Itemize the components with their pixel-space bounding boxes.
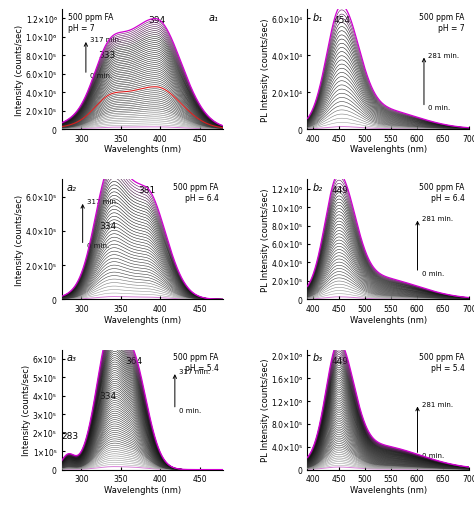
Y-axis label: Intensity (counts/sec): Intensity (counts/sec) [15, 24, 24, 116]
Y-axis label: PL Intensity (counts/sec): PL Intensity (counts/sec) [261, 358, 270, 462]
Text: 317 min.: 317 min. [90, 37, 121, 43]
Text: 454: 454 [334, 16, 351, 25]
Text: 500 ppm FA
pH = 6.4: 500 ppm FA pH = 6.4 [173, 182, 219, 203]
Text: 283: 283 [61, 431, 78, 440]
Text: 364: 364 [125, 356, 142, 365]
Text: 333: 333 [99, 52, 116, 61]
Text: 381: 381 [138, 186, 155, 195]
Text: 500 ppm FA
pH = 7: 500 ppm FA pH = 7 [419, 13, 465, 32]
Y-axis label: Intensity (counts/sec): Intensity (counts/sec) [15, 194, 24, 285]
Text: b₃: b₃ [312, 352, 322, 363]
Text: a₃: a₃ [66, 352, 76, 363]
Text: a₁: a₁ [209, 13, 219, 23]
Text: 500 ppm FA
pH = 6.4: 500 ppm FA pH = 6.4 [419, 182, 465, 203]
Text: 281 min.: 281 min. [428, 53, 459, 59]
Text: 0 min.: 0 min. [421, 452, 444, 458]
Text: b₂: b₂ [312, 182, 322, 192]
Text: 500 ppm FA
pH = 7: 500 ppm FA pH = 7 [68, 13, 113, 32]
Text: 394: 394 [148, 16, 166, 25]
Text: 334: 334 [100, 391, 117, 400]
Text: 317 min.: 317 min. [179, 369, 210, 375]
X-axis label: Wavelenghts (nm): Wavelenghts (nm) [350, 485, 427, 494]
X-axis label: Wavelenghts (nm): Wavelenghts (nm) [350, 315, 427, 324]
Y-axis label: Intensity (counts/sec): Intensity (counts/sec) [22, 364, 31, 456]
Text: 449: 449 [331, 356, 348, 365]
X-axis label: Wavelenghts (nm): Wavelenghts (nm) [104, 145, 181, 154]
Text: a₂: a₂ [66, 182, 76, 192]
Text: b₁: b₁ [312, 13, 322, 23]
Text: 0 min.: 0 min. [87, 243, 109, 249]
Y-axis label: PL Intensity (counts/sec): PL Intensity (counts/sec) [261, 18, 270, 122]
Text: 0 min.: 0 min. [428, 105, 450, 111]
Y-axis label: PL Intensity (counts/sec): PL Intensity (counts/sec) [261, 188, 270, 291]
Text: 317 min.: 317 min. [87, 198, 118, 205]
Text: 500 ppm FA
pH = 5.4: 500 ppm FA pH = 5.4 [419, 352, 465, 372]
Text: 449: 449 [331, 186, 348, 195]
Text: 0 min.: 0 min. [179, 407, 201, 413]
X-axis label: Wavelenghts (nm): Wavelenghts (nm) [350, 145, 427, 154]
X-axis label: Wavelenghts (nm): Wavelenghts (nm) [104, 485, 181, 494]
Text: 334: 334 [100, 221, 117, 230]
Text: 281 min.: 281 min. [421, 401, 453, 407]
Text: 281 min.: 281 min. [421, 215, 453, 221]
Text: 500 ppm FA
pH = 5.4: 500 ppm FA pH = 5.4 [173, 352, 219, 372]
Text: 0 min.: 0 min. [421, 270, 444, 276]
X-axis label: Wavelenghts (nm): Wavelenghts (nm) [104, 315, 181, 324]
Text: 0 min.: 0 min. [90, 73, 112, 79]
